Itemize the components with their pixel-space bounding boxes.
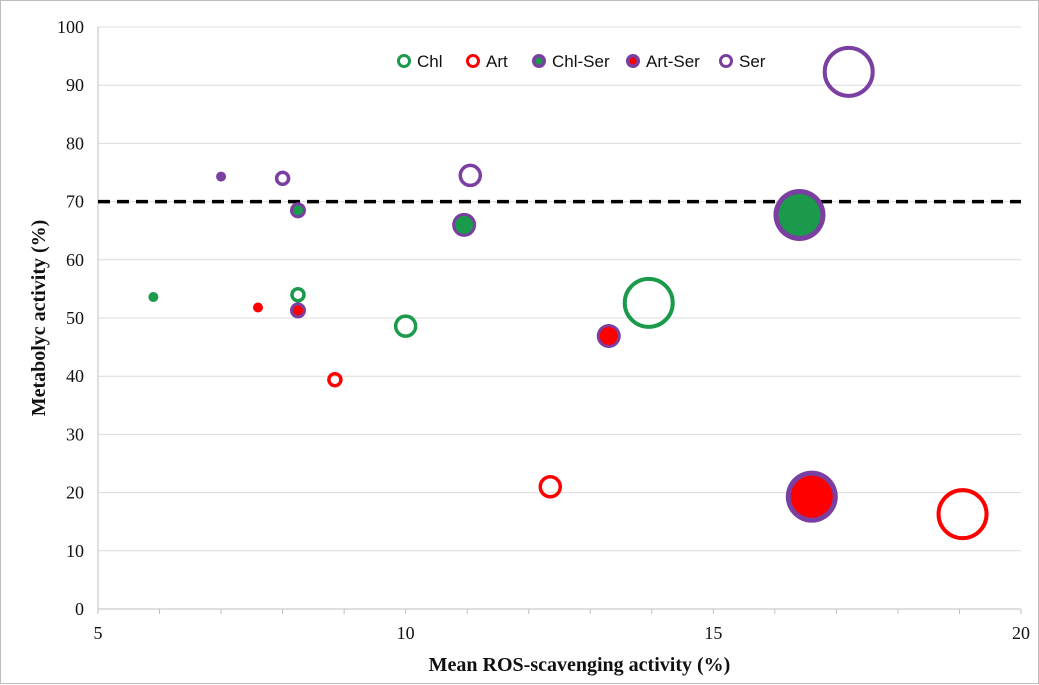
legend-item-chl: Chl bbox=[397, 52, 443, 71]
legend-label: Ser bbox=[739, 52, 766, 71]
legend-item-chl-ser: Chl-Ser bbox=[532, 52, 610, 71]
data-point-chl bbox=[290, 286, 306, 303]
data-point-ser bbox=[822, 45, 875, 98]
data-point-chl bbox=[393, 314, 418, 338]
data-point-ser bbox=[216, 171, 227, 182]
x-tick-label: 20 bbox=[1012, 623, 1030, 643]
y-tick-label: 60 bbox=[66, 250, 84, 270]
y-tick-label: 90 bbox=[66, 75, 84, 95]
data-point-art bbox=[538, 475, 563, 499]
y-tick-label: 0 bbox=[75, 599, 84, 619]
y-tick-label: 80 bbox=[66, 133, 84, 153]
legend-marker-core bbox=[629, 57, 637, 65]
data-point-ser bbox=[274, 170, 291, 187]
data-point-art-ser-core bbox=[599, 327, 618, 346]
legend-item-art-ser: Art-Ser bbox=[626, 52, 700, 71]
legend-label: Art-Ser bbox=[646, 52, 700, 71]
y-tick-label: 20 bbox=[66, 483, 84, 503]
legend-label: Chl-Ser bbox=[552, 52, 610, 71]
y-tick-label: 70 bbox=[66, 192, 84, 212]
legend-label: Chl bbox=[417, 52, 443, 71]
x-axis-title: Mean ROS-scavenging activity (%) bbox=[429, 654, 731, 676]
data-point-ser bbox=[458, 163, 483, 188]
data-point-art-ser-core bbox=[790, 475, 833, 518]
legend-marker bbox=[397, 54, 411, 68]
x-tick-label: 5 bbox=[94, 623, 103, 643]
legend-label: Art bbox=[486, 52, 508, 71]
legend-item-art: Art bbox=[466, 52, 508, 71]
y-axis-title: Metabolyc activity (%) bbox=[28, 220, 50, 417]
x-tick-label: 15 bbox=[704, 623, 722, 643]
data-point-chl-ser-core bbox=[455, 215, 474, 234]
data-point-chl-ser-core bbox=[778, 193, 821, 236]
legend-item-ser: Ser bbox=[719, 52, 766, 71]
data-point-chl bbox=[622, 276, 675, 329]
data-point-art bbox=[327, 371, 343, 388]
y-tick-label: 100 bbox=[57, 17, 84, 37]
data-point-chl bbox=[148, 292, 159, 303]
legend-marker bbox=[719, 54, 733, 68]
y-tick-label: 10 bbox=[66, 541, 84, 561]
y-tick-label: 40 bbox=[66, 366, 84, 386]
data-point-art bbox=[936, 488, 989, 541]
data-point-art bbox=[252, 302, 263, 313]
data-point-chl-ser-core bbox=[292, 205, 303, 216]
legend-marker bbox=[466, 54, 480, 68]
data-point-art-ser-core bbox=[292, 305, 303, 316]
x-tick-label: 10 bbox=[397, 623, 415, 643]
legend-marker-core bbox=[535, 57, 543, 65]
y-tick-label: 30 bbox=[66, 424, 84, 444]
y-tick-label: 50 bbox=[66, 308, 84, 328]
